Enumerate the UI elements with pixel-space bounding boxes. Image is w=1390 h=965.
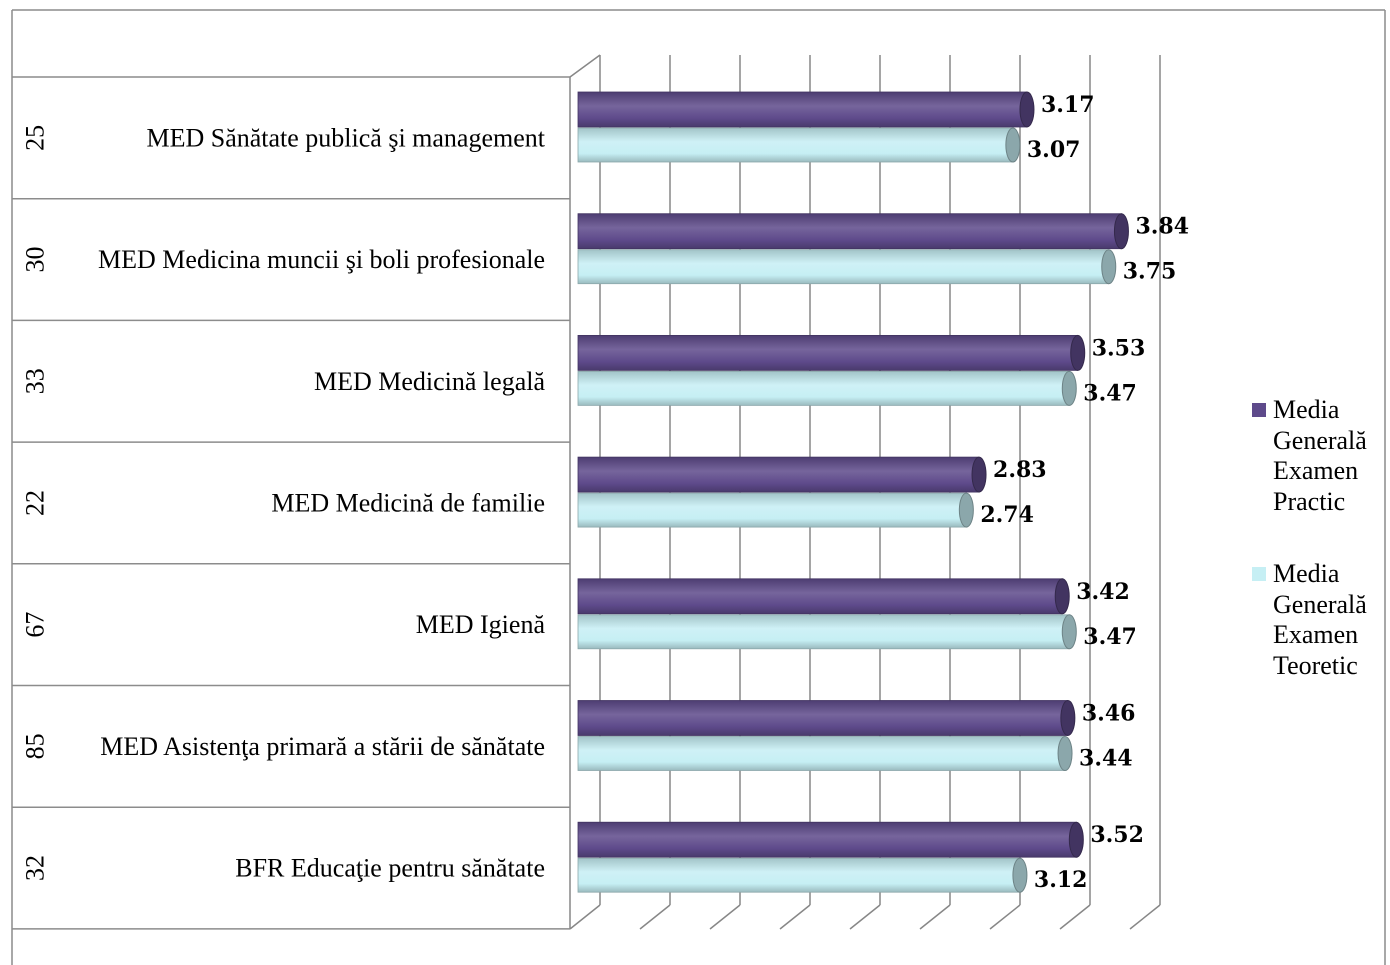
data-label-practic-7: 3.52 bbox=[1090, 822, 1144, 848]
category-group-label: 33 bbox=[21, 368, 50, 394]
category-group-label: 85 bbox=[21, 733, 50, 759]
bar-end-cap bbox=[1060, 700, 1076, 736]
bar-body bbox=[577, 700, 1069, 736]
gridline-floor bbox=[919, 904, 951, 930]
bar-teoretic-5 bbox=[577, 614, 1077, 650]
bar-end-cap bbox=[1057, 736, 1073, 771]
legend-label-practic: Media Generală Examen Practic bbox=[1273, 395, 1367, 516]
bar-end-cap bbox=[958, 492, 974, 528]
category-label: MED Asistenţa primară a stării de sănăta… bbox=[100, 732, 545, 761]
bar-body bbox=[577, 127, 1014, 163]
data-label-teoretic-6: 3.44 bbox=[1079, 746, 1133, 772]
category-group-label: 22 bbox=[21, 490, 50, 516]
category-group-label: 30 bbox=[21, 247, 50, 273]
bar-body bbox=[577, 456, 980, 493]
category-label: MED Medicină de familie bbox=[271, 488, 545, 517]
bar-end-cap bbox=[1019, 91, 1035, 128]
bars bbox=[577, 91, 1129, 893]
bar-practic-5 bbox=[577, 578, 1070, 615]
bar-end-cap bbox=[1113, 213, 1129, 250]
bar-body bbox=[577, 370, 1070, 406]
bar-end-cap bbox=[1068, 821, 1084, 858]
bar-body bbox=[577, 249, 1110, 285]
data-label-practic-5: 3.42 bbox=[1076, 579, 1130, 605]
bar-practic-1 bbox=[577, 91, 1035, 128]
gridline-floor bbox=[1059, 904, 1091, 930]
gridline-floor bbox=[569, 904, 601, 930]
legend-swatch-practic bbox=[1252, 403, 1266, 417]
category-group-label: 67 bbox=[21, 612, 50, 638]
bar-body bbox=[577, 614, 1070, 650]
legend-swatch-teoretic bbox=[1252, 567, 1266, 581]
bar-body bbox=[577, 821, 1077, 858]
category-label: MED Igienă bbox=[416, 610, 546, 639]
data-label-practic-6: 3.46 bbox=[1082, 701, 1136, 727]
data-label-practic-3: 3.53 bbox=[1092, 335, 1146, 361]
data-label-teoretic-3: 3.47 bbox=[1083, 380, 1137, 406]
gridline-floor bbox=[989, 904, 1021, 930]
category-label: MED Medicina muncii şi boli profesionale bbox=[98, 245, 545, 274]
gridline-floor bbox=[709, 904, 741, 930]
bar-body bbox=[577, 736, 1066, 771]
data-label-practic-4: 2.83 bbox=[993, 457, 1047, 483]
data-label-teoretic-5: 3.47 bbox=[1083, 624, 1137, 650]
bar-teoretic-3 bbox=[577, 370, 1077, 406]
legend-item-teoretic: Media Generală Examen Teoretic bbox=[1252, 559, 1386, 683]
category-group-label: 25 bbox=[21, 125, 50, 151]
category-label: MED Sănătate publică şi management bbox=[146, 123, 545, 152]
bar-teoretic-7 bbox=[577, 857, 1028, 893]
bar-teoretic-2 bbox=[577, 249, 1117, 285]
data-label-teoretic-1: 3.07 bbox=[1027, 137, 1081, 163]
category-label: MED Medicină legală bbox=[314, 367, 545, 396]
bar-end-cap bbox=[1012, 857, 1028, 893]
gridline-floor bbox=[779, 904, 811, 930]
data-label-teoretic-2: 3.75 bbox=[1123, 259, 1177, 285]
bar-body bbox=[577, 91, 1028, 128]
bar-end-cap bbox=[1061, 370, 1077, 406]
bar-end-cap bbox=[1101, 249, 1117, 285]
side-wall-top bbox=[569, 54, 601, 78]
chart-frame bbox=[11, 9, 1386, 965]
bar-end-cap bbox=[1070, 334, 1086, 371]
bar-body bbox=[577, 857, 1021, 893]
legend-item-practic: Media Generală Examen Practic bbox=[1252, 395, 1386, 519]
bar-teoretic-6 bbox=[577, 736, 1073, 771]
gridline-floor bbox=[849, 904, 881, 930]
data-label-teoretic-4: 2.74 bbox=[980, 502, 1034, 528]
bar-teoretic-4 bbox=[577, 492, 974, 528]
bar-end-cap bbox=[1054, 578, 1070, 615]
bar-end-cap bbox=[971, 456, 987, 493]
data-label-teoretic-7: 3.12 bbox=[1034, 867, 1088, 893]
bar-practic-6 bbox=[577, 700, 1076, 736]
bar-practic-3 bbox=[577, 334, 1086, 371]
bar-end-cap bbox=[1005, 127, 1021, 163]
category-group-label: 32 bbox=[21, 855, 50, 881]
bar-practic-4 bbox=[577, 456, 987, 493]
bar-body bbox=[577, 334, 1079, 371]
data-label-practic-1: 3.17 bbox=[1041, 92, 1095, 118]
bar-body bbox=[577, 578, 1063, 615]
category-axis: 25 MED Sănătate publică şi management 30 ME… bbox=[12, 76, 570, 930]
bar-body bbox=[577, 492, 967, 528]
gridline-floor bbox=[1129, 904, 1161, 930]
bar-end-cap bbox=[1061, 614, 1077, 650]
bar-body bbox=[577, 213, 1122, 250]
data-labels: 3.17 3.84 3.53 2.83 3.42 3.46 3.52 3.07 3.75 3.47… bbox=[980, 92, 1189, 893]
category-label: BFR Educaţie pentru sănătate bbox=[235, 854, 545, 883]
data-label-practic-2: 3.84 bbox=[1135, 214, 1189, 240]
bar-practic-7 bbox=[577, 821, 1084, 858]
bar-practic-2 bbox=[577, 213, 1129, 250]
legend-label-teoretic: Media Generală Examen Teoretic bbox=[1273, 559, 1367, 680]
gridline-floor bbox=[639, 904, 671, 930]
bar-teoretic-1 bbox=[577, 127, 1021, 163]
